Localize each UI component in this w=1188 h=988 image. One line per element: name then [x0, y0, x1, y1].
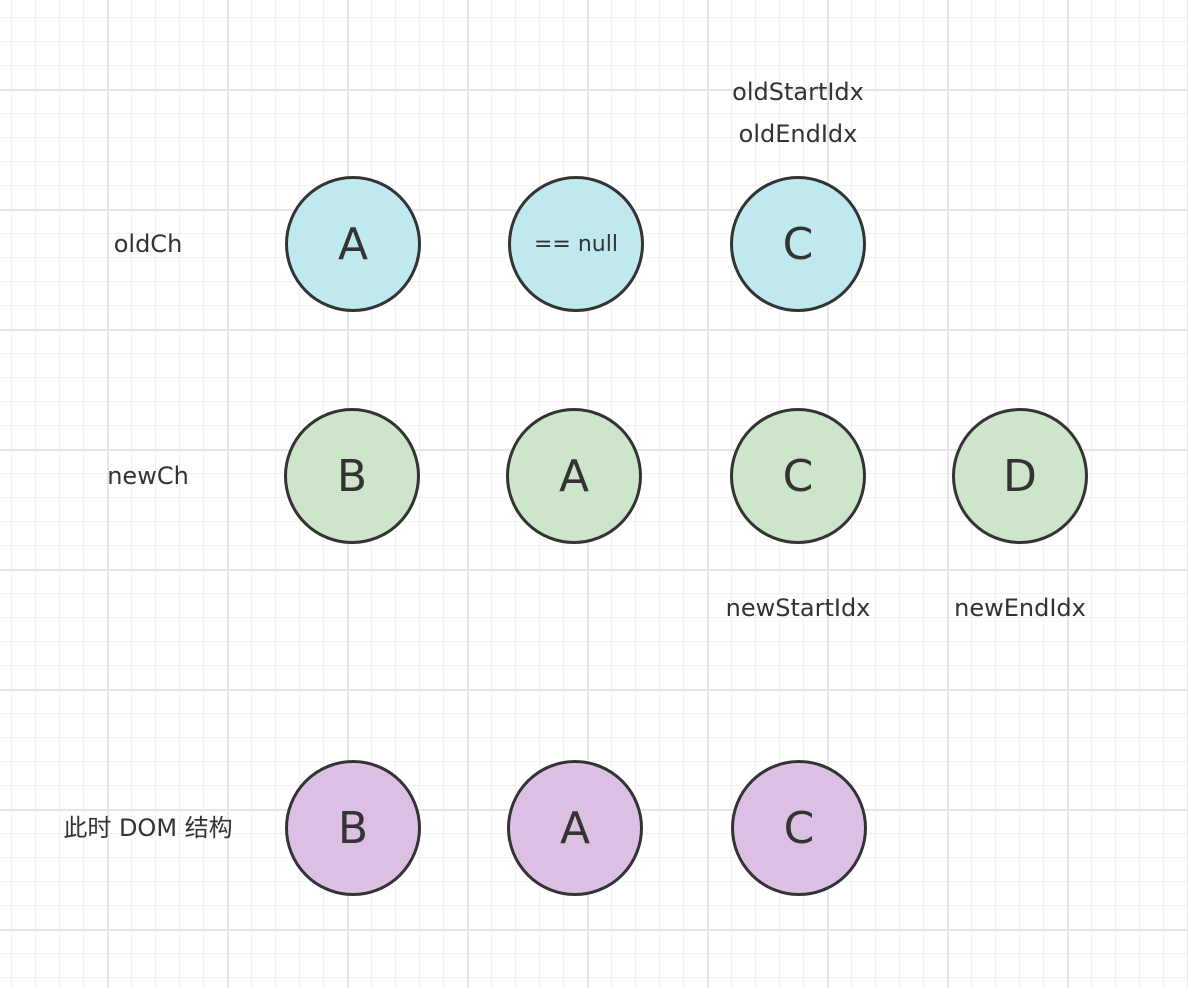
pointer-old-end: oldEndIdx [738, 120, 858, 148]
new-node-4: D [952, 408, 1088, 544]
old-node-1: A [285, 176, 421, 312]
pointer-new-end: newEndIdx [954, 594, 1086, 622]
row-label-old: oldCh [113, 230, 183, 258]
old-node-3: C [730, 176, 866, 312]
row-label-new: newCh [107, 462, 189, 490]
pointer-new-start: newStartIdx [725, 594, 871, 622]
dom-node-2: A [507, 760, 643, 896]
pointer-old-start: oldStartIdx [732, 78, 864, 106]
new-node-2: A [506, 408, 642, 544]
new-node-1: B [284, 408, 420, 544]
old-node-2: == null [508, 176, 644, 312]
new-node-3: C [730, 408, 866, 544]
dom-node-1: B [285, 760, 421, 896]
dom-node-3: C [731, 760, 867, 896]
row-label-dom: 此时 DOM 结构 [63, 814, 233, 842]
